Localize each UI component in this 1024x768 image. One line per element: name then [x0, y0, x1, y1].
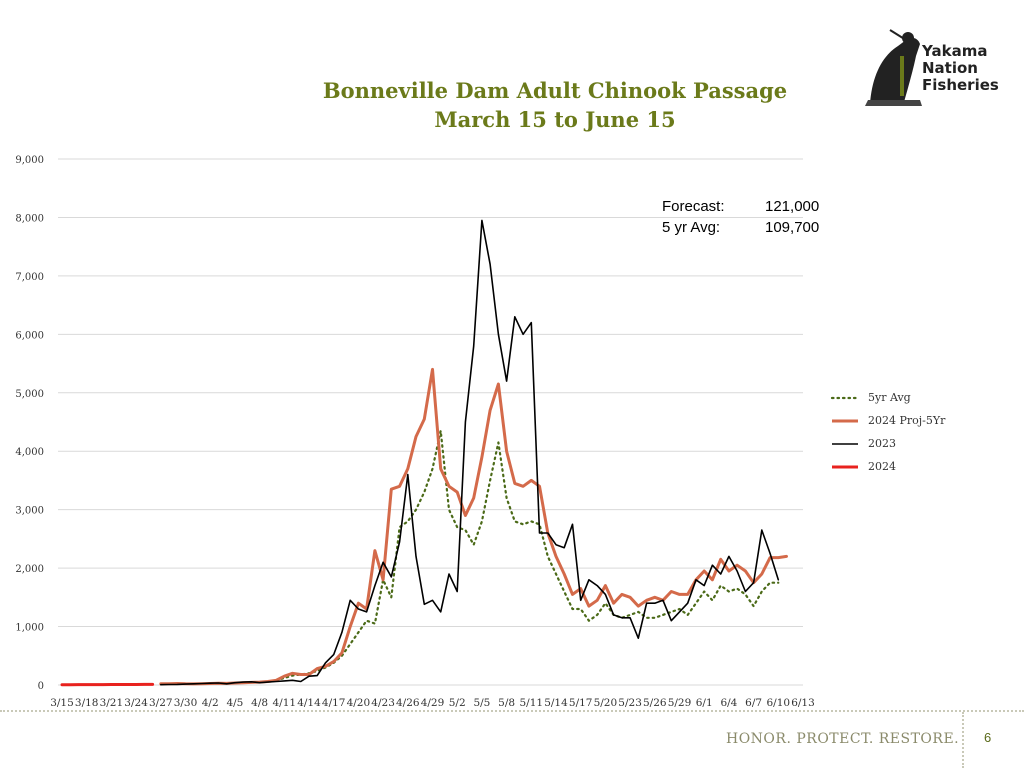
- logo-text-line-2: Nation: [922, 59, 978, 77]
- five-yr-avg-value: 109,700: [765, 219, 820, 236]
- x-tick-label: 5/29: [668, 697, 692, 709]
- y-tick-label: 9,000: [15, 155, 44, 166]
- legend-label: 2024 Proj-5Yr: [868, 414, 946, 427]
- x-tick-label: 6/13: [791, 697, 815, 709]
- series-line-5yr-avg: [159, 429, 780, 686]
- x-tick-label: 4/23: [371, 697, 395, 709]
- y-tick-label: 5,000: [15, 389, 44, 400]
- legend-item: 5yr Avg: [830, 386, 945, 409]
- x-tick-label: 5/8: [498, 697, 515, 709]
- x-tick-label: 6/1: [696, 697, 713, 709]
- footer-vertical-divider: [962, 712, 964, 768]
- x-tick-label: 4/17: [322, 697, 346, 709]
- x-tick-label: 5/23: [618, 697, 642, 709]
- x-tick-label: 5/20: [594, 697, 618, 709]
- chart-title-main: Bonneville Dam Adult Chinook Passage: [322, 78, 788, 103]
- page-number: 6: [984, 730, 992, 745]
- fisherman-silhouette-icon: [865, 29, 922, 106]
- x-tick-label: 4/20: [347, 697, 371, 709]
- y-tick-label: 7,000: [15, 272, 44, 283]
- y-tick-label: 8,000: [15, 213, 44, 224]
- x-tick-label: 4/2: [202, 697, 219, 709]
- x-tick-label: 4/14: [297, 697, 321, 709]
- chart-legend: 5yr Avg 2024 Proj-5Yr 2023 2024: [830, 386, 945, 478]
- x-tick-label: 3/15: [50, 697, 74, 709]
- legend-item: 2023: [830, 432, 945, 455]
- logo-text-line-3: Fisheries: [922, 76, 999, 94]
- y-tick-label: 6,000: [15, 330, 44, 341]
- legend-swatch: [830, 416, 860, 426]
- x-tick-label: 4/29: [421, 697, 445, 709]
- y-tick-label: 1,000: [15, 623, 44, 634]
- legend-label: 2023: [868, 437, 896, 450]
- yakama-nation-fisheries-logo: Yakama Nation Fisheries: [865, 29, 999, 106]
- x-tick-label: 3/18: [75, 697, 99, 709]
- x-tick-label: 3/27: [149, 697, 173, 709]
- y-tick-label: 3,000: [15, 506, 44, 517]
- legend-swatch: [830, 439, 860, 449]
- x-tick-label: 4/11: [273, 697, 297, 709]
- x-tick-label: 3/30: [174, 697, 198, 709]
- series-line-2024-proj-5yr: [159, 367, 788, 686]
- y-tick-label: 2,000: [15, 564, 44, 575]
- y-tick-label: 4,000: [15, 447, 44, 458]
- legend-item: 2024: [830, 455, 945, 478]
- legend-swatch: [830, 393, 860, 403]
- x-tick-label: 5/5: [473, 697, 490, 709]
- x-tick-label: 6/7: [745, 697, 762, 709]
- x-tick-label: 3/24: [124, 697, 148, 709]
- x-tick-label: 5/26: [643, 697, 667, 709]
- footer-divider: [0, 710, 1024, 712]
- legend-swatch: [830, 462, 860, 472]
- five-yr-avg-row: 5 yr Avg: 109,700: [662, 217, 819, 238]
- x-tick-label: 5/17: [569, 697, 593, 709]
- x-tick-label: 5/2: [449, 697, 466, 709]
- legend-label: 2024: [868, 460, 896, 473]
- five-yr-avg-label: 5 yr Avg:: [662, 219, 721, 236]
- x-tick-label: 4/8: [251, 697, 268, 709]
- chart-title: Bonneville Dam Adult Chinook Passage Mar…: [300, 76, 810, 134]
- legend-label: 5yr Avg: [868, 391, 911, 404]
- x-tick-label: 4/5: [226, 697, 243, 709]
- x-tick-label: 6/4: [720, 697, 737, 709]
- series-line-2023: [160, 219, 780, 686]
- logo-text-line-1: Yakama: [921, 42, 987, 60]
- tagline: HONOR. PROTECT. RESTORE.: [726, 731, 960, 747]
- chart-subtitle: March 15 to June 15: [434, 107, 676, 132]
- y-tick-label: 0: [38, 681, 44, 692]
- chinook-passage-chart: 0 1,000 2,000 3,000 4,000 5,000 6,000 7,000 8,00…: [15, 155, 815, 709]
- forecast-row: Forecast: 121,000: [662, 196, 819, 217]
- x-tick-label: 5/11: [520, 697, 544, 709]
- x-tick-label: 4/26: [396, 697, 420, 709]
- forecast-box: Forecast: 121,000 5 yr Avg: 109,700: [662, 196, 819, 238]
- forecast-value: 121,000: [765, 198, 820, 215]
- x-tick-label: 3/21: [100, 697, 124, 709]
- x-tick-label: 6/10: [767, 697, 791, 709]
- legend-item: 2024 Proj-5Yr: [830, 409, 945, 432]
- forecast-label: Forecast:: [662, 198, 725, 215]
- x-tick-label: 5/14: [544, 697, 568, 709]
